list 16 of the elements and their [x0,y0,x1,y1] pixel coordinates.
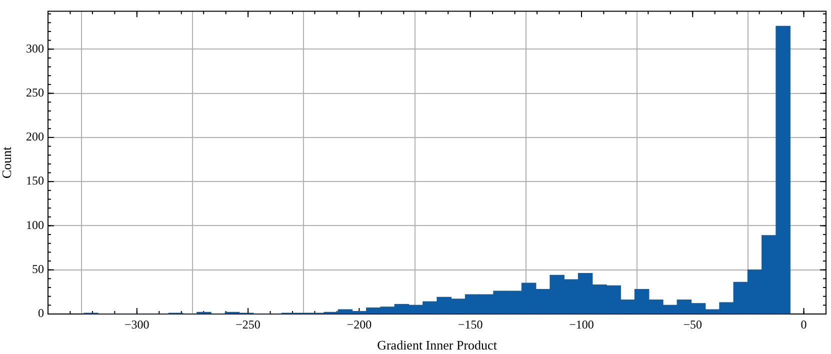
y-axis-title: Count [0,146,14,178]
x-tick-label: −250 [236,317,260,332]
y-tick-label: 250 [26,85,44,100]
y-tick-label: 200 [26,130,44,144]
y-tick-label: 150 [26,174,44,188]
x-tick-label: −150 [458,317,483,332]
y-tick-label: 100 [26,218,44,232]
x-tick-label: 0 [800,317,807,332]
x-tick-label: −300 [124,317,150,332]
y-tick-label: 300 [26,41,44,56]
x-tick-label: −200 [346,317,372,332]
x-tick-label: −100 [569,317,594,332]
y-tick-label: 50 [32,262,44,276]
y-tick-label: 0 [38,306,44,320]
x-tick-label: −50 [683,317,702,332]
x-axis-title: Gradient Inner Product [377,338,498,353]
